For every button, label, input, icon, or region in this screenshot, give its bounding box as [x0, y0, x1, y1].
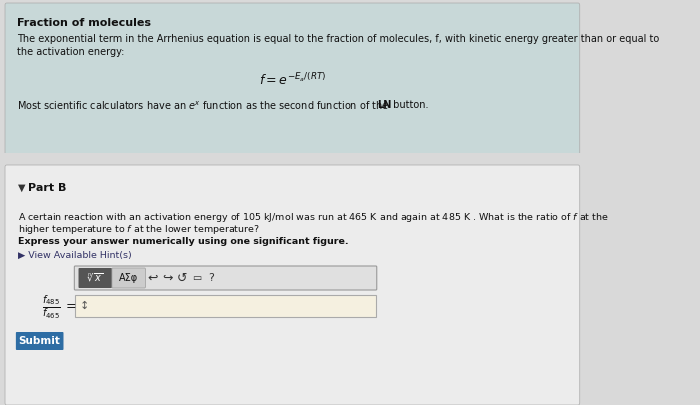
Text: ↩: ↩ — [148, 271, 158, 284]
Text: Express your answer numerically using one significant figure.: Express your answer numerically using on… — [18, 237, 349, 246]
Text: $f = e^{-E_a/(RT)}$: $f = e^{-E_a/(RT)}$ — [259, 72, 326, 88]
FancyBboxPatch shape — [74, 266, 377, 290]
Text: ▶ View Available Hint(s): ▶ View Available Hint(s) — [18, 251, 132, 260]
Text: ▭: ▭ — [193, 273, 202, 283]
Text: the activation energy:: the activation energy: — [17, 47, 124, 57]
Text: button.: button. — [390, 100, 428, 110]
Bar — [0, 153, 584, 165]
Text: AΣφ: AΣφ — [119, 273, 139, 283]
Text: A certain reaction with an activation energy of 105 kJ/mol was run at 465 K and : A certain reaction with an activation en… — [18, 211, 609, 224]
FancyBboxPatch shape — [5, 3, 580, 157]
Text: $\sqrt[n]{x}$: $\sqrt[n]{x}$ — [87, 272, 104, 284]
FancyBboxPatch shape — [112, 268, 146, 288]
Text: ↺: ↺ — [177, 271, 188, 284]
FancyBboxPatch shape — [16, 332, 64, 350]
Text: $\frac{f_{485}}{f_{465}}$: $\frac{f_{485}}{f_{465}}$ — [43, 293, 61, 321]
Text: Part B: Part B — [29, 183, 66, 193]
FancyBboxPatch shape — [75, 295, 376, 317]
Text: ?: ? — [209, 273, 214, 283]
Text: Submit: Submit — [18, 336, 60, 346]
Text: ▼: ▼ — [18, 183, 26, 193]
Text: Most scientific calculators have an $e^x$ function as the second function of the: Most scientific calculators have an $e^x… — [17, 100, 389, 113]
FancyBboxPatch shape — [5, 165, 580, 405]
Text: LN: LN — [377, 100, 392, 110]
Text: higher temperature to $f$ at the lower temperature?: higher temperature to $f$ at the lower t… — [18, 223, 260, 236]
Text: ↪: ↪ — [162, 271, 172, 284]
FancyBboxPatch shape — [78, 268, 112, 288]
Text: The exponential term in the Arrhenius equation is equal to the fraction of molec: The exponential term in the Arrhenius eq… — [17, 34, 659, 44]
Text: =: = — [65, 301, 76, 313]
Text: Fraction of molecules: Fraction of molecules — [17, 18, 150, 28]
Text: ↕: ↕ — [79, 301, 89, 311]
